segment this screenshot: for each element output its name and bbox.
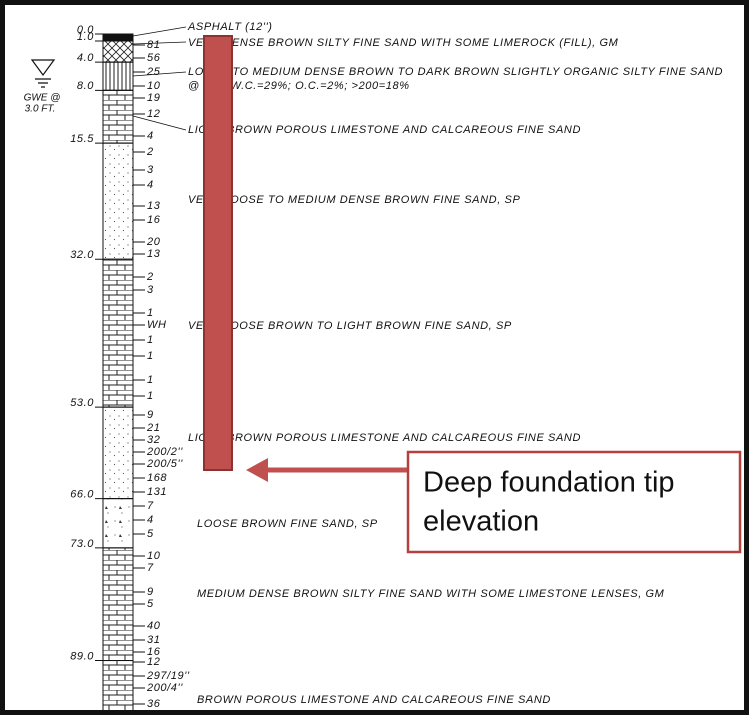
blow-count: 1	[147, 307, 154, 319]
leader-line	[132, 41, 187, 45]
foundation-pile	[203, 35, 233, 471]
soil-description: LIGHT BROWN POROUS LIMESTONE AND CALCARE…	[188, 124, 581, 136]
gwe-depth: 3.0 FT.	[25, 104, 56, 115]
soil-layer	[102, 61, 134, 91]
soil-layer	[102, 142, 134, 260]
blow-count: 2	[146, 271, 154, 283]
callout-line2: elevation	[423, 506, 539, 538]
soil-description: LIGHT BROWN POROUS LIMESTONE AND CALCARE…	[188, 432, 581, 444]
depth-label: 32.0	[70, 249, 94, 261]
blow-count: 1	[147, 334, 154, 346]
blow-count: 16	[147, 646, 161, 658]
depth-label: 15.5	[70, 133, 94, 145]
leader-line	[132, 26, 187, 37]
soil-description: VERY LOOSE TO MEDIUM DENSE BROWN FINE SA…	[188, 194, 520, 206]
blow-count: 12	[147, 108, 160, 120]
soil-description: BROWN POROUS LIMESTONE AND CALCAREOUS FI…	[197, 694, 551, 706]
soil-layer	[102, 40, 134, 63]
soil-description: VERY LOOSE BROWN TO LIGHT BROWN FINE SAN…	[188, 320, 512, 332]
soil-description: LOOSE TO MEDIUM DENSE BROWN TO DARK BROW…	[188, 66, 723, 78]
blow-count: 9	[147, 586, 154, 598]
log-labels: 0.01.0 4.0 8.0 15.5 32.0 53.0 66.0 73.0 89.0 8156…	[70, 21, 723, 710]
blow-count: 4	[147, 179, 154, 191]
depth-label: 53.0	[70, 397, 94, 409]
blow-count: 7	[147, 562, 154, 574]
callout-box	[406, 450, 742, 554]
soil-layer	[102, 660, 134, 713]
blow-count: 13	[147, 200, 161, 212]
gwe-label: GWE @	[24, 93, 61, 104]
log-column	[95, 33, 134, 713]
depth-label: 0.0	[77, 24, 94, 36]
depth-label: 89.0	[70, 650, 94, 662]
depth-label: 8.0	[77, 80, 94, 92]
blow-count: 1	[147, 374, 154, 386]
blow-count: 3	[147, 164, 154, 176]
blow-count: 5	[147, 598, 154, 610]
blow-count: 1	[147, 390, 154, 402]
blow-count: 4	[147, 130, 154, 142]
blow-count: 21	[146, 422, 160, 434]
groundwater-symbol	[30, 59, 56, 88]
blow-count: 1	[147, 350, 154, 362]
leader-line	[132, 71, 187, 77]
blow-count: 12	[147, 656, 160, 668]
soil-layer	[102, 547, 134, 662]
leader-line	[132, 115, 187, 131]
blow-count: 7	[147, 500, 154, 512]
blow-count: 19	[147, 92, 160, 104]
blow-count: 200/2''	[146, 446, 183, 458]
depth-label: 1.0	[77, 31, 94, 43]
soil-layer	[102, 258, 134, 408]
blow-count: 3	[147, 284, 154, 296]
soil-layer	[102, 33, 134, 42]
depth-label: 73.0	[70, 538, 94, 550]
blow-count: 20	[146, 236, 161, 248]
blow-count: 297/19''	[146, 670, 190, 682]
soil-description: VERY DENSE BROWN SILTY FINE SAND WITH SO…	[188, 37, 619, 49]
blow-count: 25	[146, 66, 161, 78]
blow-count: 36	[147, 698, 161, 710]
callout-line1: Deep foundation tip	[423, 467, 675, 499]
blow-count: 40	[147, 620, 161, 632]
soil-description: ASPHALT (12'')	[187, 21, 273, 33]
blow-count: 81	[147, 39, 160, 51]
arrow	[246, 458, 410, 482]
soil-layer	[102, 498, 134, 549]
blow-count: 5	[147, 528, 154, 540]
soil-description: LOOSE BROWN FINE SAND, SP	[197, 518, 378, 530]
blow-count: 2	[146, 146, 154, 158]
depth-label: 4.0	[77, 52, 94, 64]
soil-description: @ 7.5': W.C.=29%; O.C.=2%; >200=18%	[188, 80, 410, 92]
blow-count: 13	[147, 248, 161, 260]
blow-count: 10	[147, 550, 161, 562]
depth-label: 66.0	[70, 489, 94, 501]
blow-count: 31	[147, 634, 160, 646]
blow-count: 131	[147, 486, 167, 498]
blow-count: 16	[147, 214, 161, 226]
blow-count: 168	[147, 472, 167, 484]
blow-count: 32	[147, 434, 160, 446]
blow-count: WH	[147, 319, 167, 331]
blow-count: 4	[147, 514, 154, 526]
blow-count: 56	[147, 52, 161, 64]
soil-layer	[102, 89, 134, 144]
soil-description: MEDIUM DENSE BROWN SILTY FINE SAND WITH …	[197, 588, 665, 600]
blow-count: 10	[147, 80, 161, 92]
soil-layer	[102, 406, 134, 500]
blow-count: 200/4''	[146, 682, 183, 694]
blow-count: 9	[147, 409, 154, 421]
blow-count: 200/5''	[146, 458, 183, 470]
